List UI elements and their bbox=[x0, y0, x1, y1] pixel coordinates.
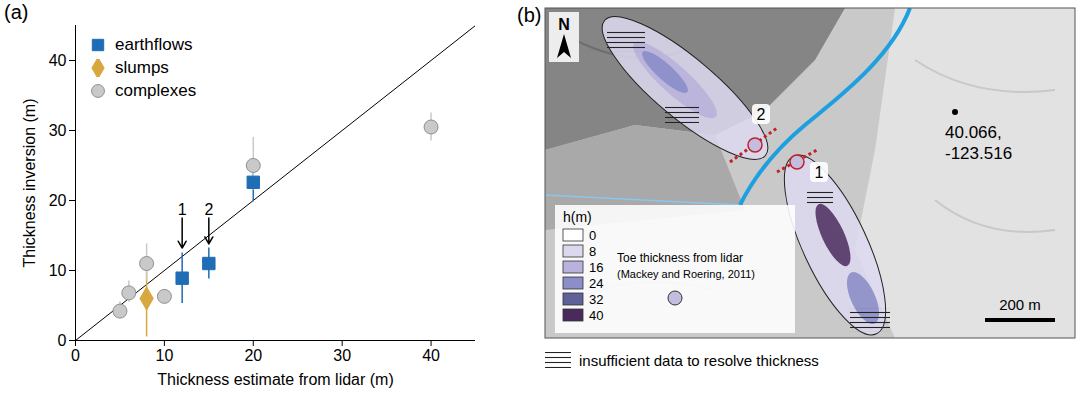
svg-text:10: 10 bbox=[49, 262, 67, 279]
html-text:earthflows: earthflows bbox=[115, 34, 193, 54]
svg-text:(Mackey and Roering, 2011): (Mackey and Roering, 2011) bbox=[617, 268, 755, 280]
svg-text:32: 32 bbox=[589, 292, 603, 307]
svg-text:40.066,: 40.066, bbox=[945, 123, 1002, 142]
svg-text:Thickness inversion (m): Thickness inversion (m) bbox=[21, 99, 38, 268]
svg-text:Thickness estimate from lidar: Thickness estimate from lidar (m) bbox=[157, 371, 394, 388]
svg-text:1: 1 bbox=[815, 164, 824, 181]
svg-text:0: 0 bbox=[58, 332, 67, 349]
svg-text:0: 0 bbox=[589, 228, 596, 243]
svg-text:2: 2 bbox=[204, 201, 213, 218]
svg-text:30: 30 bbox=[49, 122, 67, 139]
svg-text:-123.516: -123.516 bbox=[945, 144, 1012, 163]
svg-text:40: 40 bbox=[49, 52, 67, 69]
svg-text:N: N bbox=[558, 16, 570, 33]
svg-text:h(m): h(m) bbox=[563, 209, 592, 225]
svg-text:24: 24 bbox=[589, 276, 603, 291]
svg-text:200 m: 200 m bbox=[999, 296, 1041, 313]
svg-text:2: 2 bbox=[757, 106, 766, 123]
svg-text:Toe thickness from lidar: Toe thickness from lidar bbox=[617, 251, 743, 265]
svg-text:16: 16 bbox=[589, 260, 603, 275]
svg-text:insufficient data to resolve t: insufficient data to resolve thickness bbox=[579, 352, 819, 369]
svg-text:8: 8 bbox=[589, 244, 596, 259]
svg-text:0: 0 bbox=[71, 347, 80, 364]
svg-text:30: 30 bbox=[333, 347, 351, 364]
html-text:slumps: slumps bbox=[115, 57, 169, 77]
svg-text:(b): (b) bbox=[517, 4, 541, 26]
svg-text:20: 20 bbox=[244, 347, 262, 364]
svg-text:20: 20 bbox=[49, 192, 67, 209]
svg-text:40: 40 bbox=[589, 308, 603, 323]
svg-text:40: 40 bbox=[422, 347, 440, 364]
html-text:complexes: complexes bbox=[115, 80, 197, 100]
svg-text:10: 10 bbox=[155, 347, 173, 364]
svg-text:1: 1 bbox=[178, 201, 187, 218]
html-text:(a): (a) bbox=[4, 1, 29, 23]
